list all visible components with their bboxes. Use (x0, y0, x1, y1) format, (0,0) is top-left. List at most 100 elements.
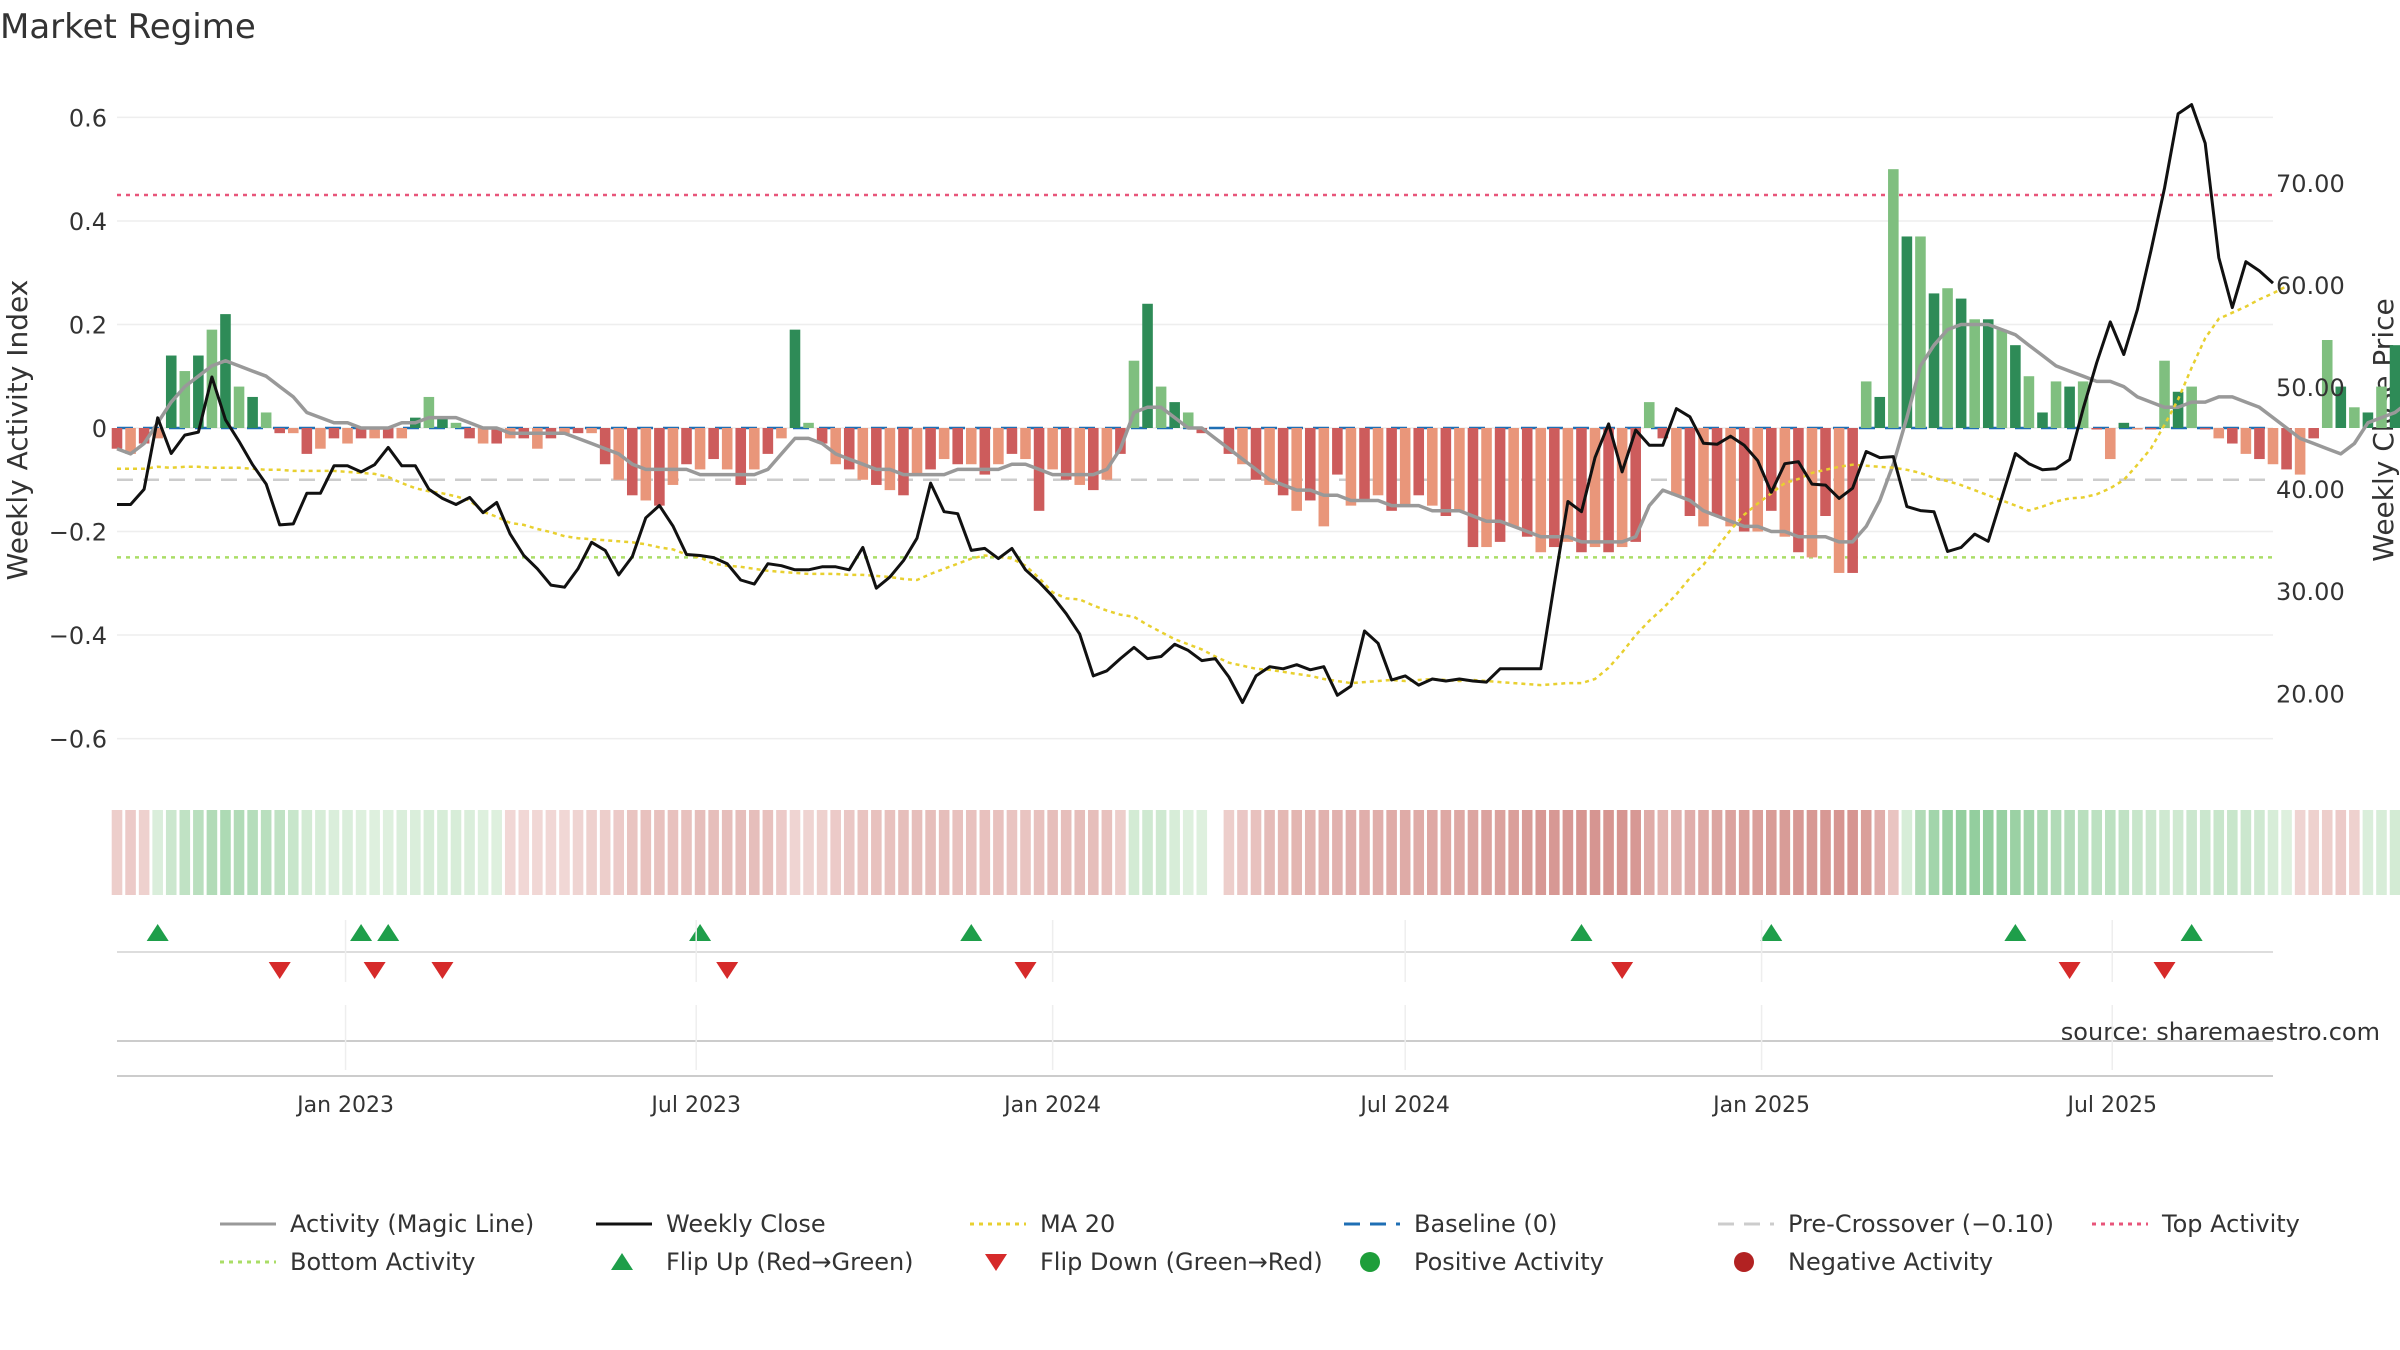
flip-up-marker (1760, 924, 1783, 941)
activity-bar (1521, 428, 1533, 537)
activity-bar (464, 428, 475, 439)
regime-cell (1413, 810, 1425, 895)
regime-cell (518, 810, 530, 895)
regime-cell (2023, 810, 2035, 895)
regime-cell (260, 810, 272, 895)
activity-bar (1698, 428, 1709, 527)
activity-bar (138, 428, 150, 444)
activity-bar (1793, 428, 1804, 553)
flip-down-marker (1014, 962, 1037, 979)
activity-bar (1372, 428, 1384, 496)
regime-cell (626, 810, 638, 895)
activity-bar (1332, 428, 1343, 475)
regime-cell (1332, 810, 1343, 895)
activity-bar (708, 428, 719, 460)
regime-cell (2308, 810, 2319, 895)
activity-bar (1779, 428, 1791, 537)
activity-bar (1115, 428, 1126, 454)
regime-cell (1359, 810, 1370, 895)
x-tick-label: Jul 2025 (2065, 1093, 2157, 1118)
regime-cell (2186, 810, 2197, 895)
activity-bar (952, 428, 963, 465)
activity-bar (1494, 428, 1506, 542)
activity-bar (2213, 428, 2225, 439)
regime-cell (1155, 810, 1167, 895)
regime-cell (1915, 810, 1926, 895)
activity-bar (355, 428, 367, 439)
regime-cell (2240, 810, 2252, 895)
activity-bar (1060, 428, 1072, 480)
regime-cell (1386, 810, 1397, 895)
activity-bar (450, 422, 462, 428)
activity-bar (2227, 428, 2238, 444)
regime-cell (301, 810, 313, 895)
regime-cell (816, 810, 828, 895)
activity-bar (2240, 428, 2252, 454)
activity-bar (1020, 428, 1031, 460)
activity-bar (1182, 412, 1194, 428)
regime-cell (1928, 810, 1940, 895)
regime-cell (1752, 810, 1764, 895)
activity-bar (233, 386, 245, 428)
activity-bar (1603, 428, 1614, 553)
legend-label: Top Activity (2161, 1210, 2300, 1238)
regime-cell (1101, 810, 1113, 895)
regime-cell (1033, 810, 1045, 895)
grid (117, 116, 2273, 740)
activity-bar (179, 371, 191, 428)
regime-cell (1779, 810, 1791, 895)
activity-bar (559, 428, 570, 434)
regime-cell (342, 810, 353, 895)
regime-cell (315, 810, 326, 895)
regime-cell (2335, 810, 2347, 895)
regime-cell (694, 810, 706, 895)
legend-label: Bottom Activity (290, 1248, 475, 1276)
activity-bar (2132, 428, 2143, 430)
flip-up-marker (1570, 924, 1593, 941)
activity-bar (2091, 428, 2103, 430)
regime-cell (2172, 810, 2184, 895)
activity-bar (721, 428, 733, 470)
regime-cell (193, 810, 204, 895)
regime-cell (1684, 810, 1696, 895)
left-tick-label: 0.4 (69, 208, 107, 236)
flip-up-marker (2180, 924, 2203, 941)
regime-cell (965, 810, 977, 895)
activity-bar (2308, 428, 2319, 439)
regime-cell (1725, 810, 1736, 895)
regime-cell (504, 810, 516, 895)
activity-bar (111, 428, 123, 449)
left-tick-label: 0.6 (69, 104, 107, 132)
regime-cell (1630, 810, 1641, 895)
regime-cell (2349, 810, 2360, 895)
regime-cell (2294, 810, 2306, 895)
legend-key (611, 1253, 633, 1270)
regime-cell (1494, 810, 1506, 895)
right-tick-label: 60.00 (2276, 272, 2345, 300)
activity-bar (1643, 402, 1655, 428)
activity-bar (1766, 428, 1777, 511)
axes: −0.6 −0.4 −0.2 0 0.2 0.4 0.6 20.00 30.00 40.00 50.… (49, 104, 2345, 753)
activity-bar (382, 428, 394, 439)
activity-bar (491, 428, 502, 444)
regime-cell (2118, 810, 2130, 895)
activity-bar (789, 329, 801, 428)
regime-cell (2389, 810, 2400, 895)
regime-cell (559, 810, 570, 895)
activity-bar (1535, 428, 1547, 553)
activity-bar (2376, 386, 2387, 428)
x-tick-label: Jul 2024 (1358, 1093, 1450, 1118)
right-axis-label: Weekly Close Price (2367, 298, 2400, 561)
activity-bar (1291, 428, 1302, 511)
regime-cell (274, 810, 286, 895)
regime-cell (423, 810, 435, 895)
regime-cell (776, 810, 787, 895)
regime-cell (1535, 810, 1547, 895)
regime-cell (2010, 810, 2021, 895)
activity-bar (1996, 329, 2008, 428)
activity-bar (843, 428, 855, 470)
legend-key (985, 1254, 1007, 1271)
regime-cell (762, 810, 774, 895)
activity-bar (1169, 402, 1180, 428)
activity-bar (342, 428, 353, 444)
